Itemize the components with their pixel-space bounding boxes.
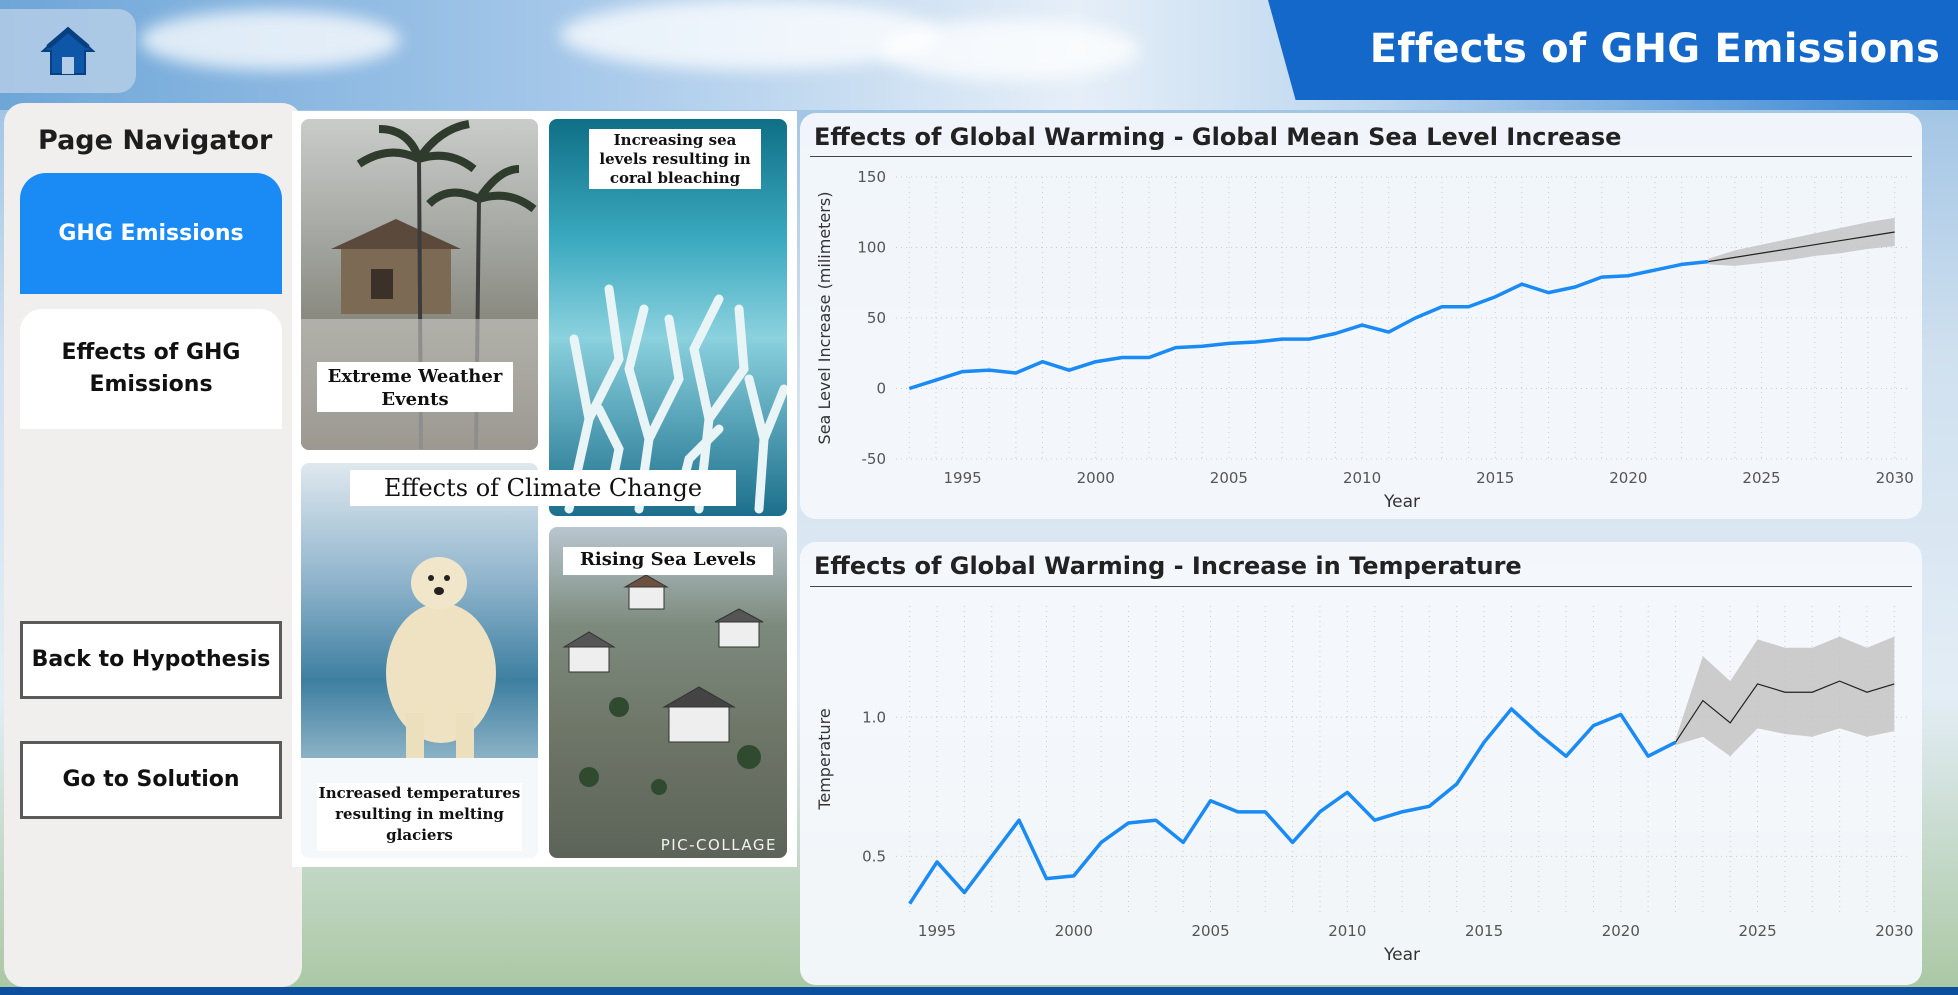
x-tick-label: 2025 — [1738, 922, 1776, 940]
y-tick-label: 150 — [857, 168, 886, 186]
caption-coral-bleaching: Increasing sea levels resulting in coral… — [589, 129, 761, 189]
x-axis-label: Year — [1383, 945, 1420, 965]
home-button[interactable] — [0, 9, 136, 93]
x-tick-label: 2025 — [1742, 469, 1780, 487]
x-tick-label: 2005 — [1210, 469, 1248, 487]
x-tick-label: 2000 — [1055, 922, 1093, 940]
home-icon — [40, 26, 96, 75]
temperature-chart-card: Effects of Global Warming - Increase in … — [800, 542, 1922, 985]
sea-level-chart: -50 0 50 100 150 1995 2000 2005 2010 2015 2020 2025… — [815, 168, 1914, 512]
coral-bleaching-image: Increasing sea levels resulting in coral… — [549, 119, 787, 516]
temperature-chart-title: Effects of Global Warming - Increase in … — [814, 552, 1522, 580]
bottom-strip — [0, 987, 1958, 995]
x-tick-label: 2000 — [1077, 469, 1115, 487]
x-tick-label: 2020 — [1602, 922, 1640, 940]
nav-effects-label: Effects of GHG Emissions — [61, 340, 241, 397]
x-tick-label: 2015 — [1465, 922, 1503, 940]
x-tick-label: 2010 — [1328, 922, 1366, 940]
forecast-line — [1708, 231, 1895, 263]
forecast-line — [1675, 680, 1895, 743]
x-tick-label: 2030 — [1876, 469, 1914, 487]
title-banner — [1268, 0, 1958, 100]
y-axis-label: Temperature — [815, 708, 834, 810]
x-axis-label: Year — [1383, 492, 1420, 512]
page-navigator: Page Navigator GHG Emissions Effects of … — [4, 103, 302, 987]
temperature-chart: 0.5 1.0 1995 2000 2005 2010 2015 2020 2025 2030 Ye… — [815, 606, 1913, 965]
extreme-weather-image: Extreme Weather Events — [301, 119, 538, 450]
y-tick-label: 1.0 — [862, 708, 886, 726]
go-to-solution-button[interactable]: Go to Solution — [20, 741, 282, 819]
nav-effects-button[interactable]: Effects of GHG Emissions — [20, 309, 282, 429]
polar-bear-image: Increased temperatures resulting in melt… — [301, 463, 538, 858]
x-tick-label: 2030 — [1875, 922, 1913, 940]
chart-divider — [810, 156, 1912, 157]
watermark-text: PIC-COLLAGE — [660, 836, 777, 854]
nav-ghg-emissions-label: GHG Emissions — [58, 220, 244, 246]
back-to-hypothesis-label: Back to Hypothesis — [31, 647, 271, 672]
y-tick-label: -50 — [862, 450, 887, 468]
y-tick-label: 0 — [876, 380, 886, 398]
x-tick-label: 1995 — [918, 922, 956, 940]
series-line — [908, 259, 1709, 391]
y-tick-label: 50 — [867, 309, 886, 327]
x-tick-label: 2015 — [1476, 469, 1514, 487]
x-tick-label: 2010 — [1343, 469, 1381, 487]
caption-extreme-weather: Extreme Weather Events — [317, 362, 513, 412]
back-to-hypothesis-button[interactable]: Back to Hypothesis — [20, 621, 282, 699]
chart-divider — [810, 586, 1912, 587]
rising-sea-image: Rising Sea Levels PIC-COLLAGE — [549, 527, 787, 858]
navigator-heading: Page Navigator — [38, 125, 273, 156]
x-tick-label: 2005 — [1191, 922, 1229, 940]
y-tick-label: 100 — [857, 239, 886, 257]
collage-title: Effects of Climate Change — [350, 470, 736, 506]
x-tick-label: 2020 — [1609, 469, 1647, 487]
sea-level-chart-title: Effects of Global Warming - Global Mean … — [814, 123, 1622, 151]
y-axis-label: Sea Level Increase (milimeters) — [815, 192, 834, 445]
caption-rising-sea: Rising Sea Levels — [563, 547, 773, 575]
forecast-band — [1675, 636, 1895, 757]
page-title: Effects of GHG Emissions — [1369, 26, 1940, 72]
sea-level-chart-card: Effects of Global Warming - Global Mean … — [800, 113, 1922, 519]
x-tick-label: 1995 — [943, 469, 981, 487]
flooded-houses-icon — [562, 574, 764, 795]
nav-ghg-emissions-button[interactable]: GHG Emissions — [20, 173, 282, 294]
y-tick-label: 0.5 — [862, 847, 886, 865]
go-to-solution-label: Go to Solution — [62, 767, 240, 792]
climate-collage: Extreme Weather Events Increasing sea le… — [292, 111, 797, 867]
caption-melting-glaciers: Increased temperatures resulting in melt… — [317, 783, 522, 851]
forecast-band — [1708, 217, 1895, 266]
